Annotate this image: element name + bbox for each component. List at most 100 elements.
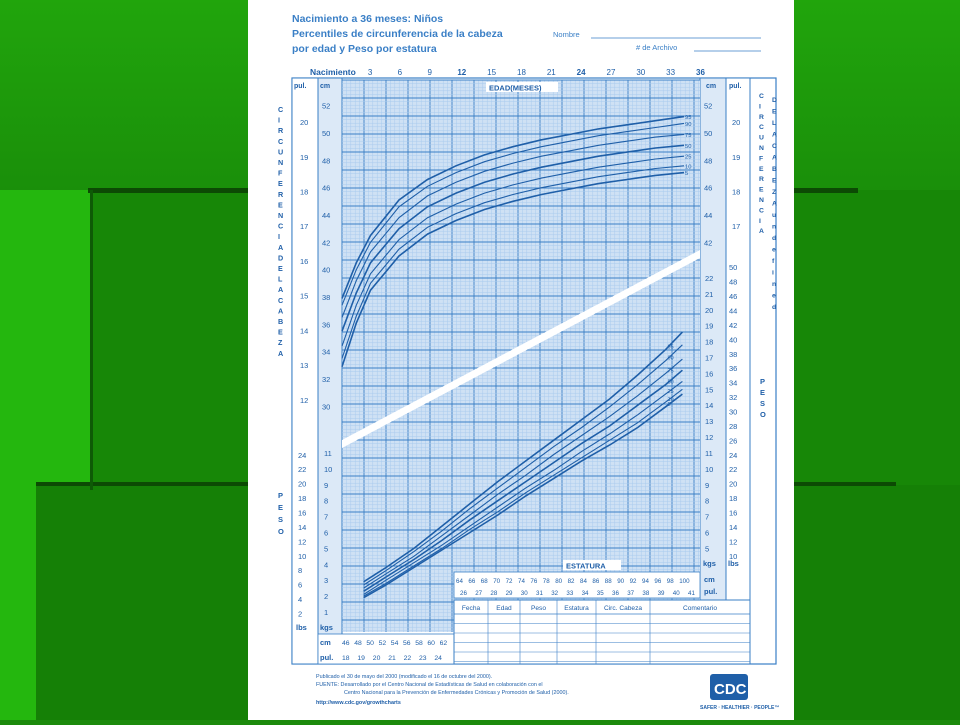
vertical-label-char-right2: A [772,132,777,139]
weight-percentile-label: 25 [668,389,674,395]
right-weight-kg-tick: 11 [705,449,713,458]
footer-line-1: Publicado el 30 de mayo del 2000 (modifi… [316,674,492,680]
vertical-label-char-right2: e [772,247,776,254]
right-weight-lb-tick: 26 [729,436,737,445]
vertical-label-char-left: C [278,105,283,114]
vertical-weight-char-left: E [278,503,283,512]
bottom-in-tick: 23 [419,655,427,662]
right-weight-lb-tick: 18 [729,494,737,503]
vertical-label-char-right2: f [772,258,775,265]
weight-percentile-curve-95 [363,331,683,583]
vertical-weight-char-left: O [278,527,284,536]
title-line-1: Nacimiento a 36 meses: Niños [292,13,443,25]
top-month-tick: 33 [666,68,675,77]
growth-chart-sheet: Nacimiento a 36 meses: Niños Percentiles… [248,0,794,720]
bottom-in-tick: 24 [434,655,442,662]
vertical-label-char-right2: i [772,270,774,277]
head-percentile-curve-95 [341,115,685,299]
stature-cm-tick: 96 [654,578,661,585]
weight-percentile-label: 95 [668,345,674,351]
right-weight-lb-tick: 38 [729,350,737,359]
stature-in-tick: 32 [551,590,558,597]
right-head-inch-tick: 19 [732,153,740,162]
vertical-label-char-right: I [759,218,761,225]
stature-cm-tick: 88 [605,578,612,585]
entry-table-border [453,599,751,665]
right-weight-lb-tick: 28 [729,422,737,431]
head-percentile-curve-50 [341,144,685,332]
left-weight-kg-tick: 5 [324,544,328,553]
top-month-tick: 9 [428,68,433,77]
bottom-cm-tick: 48 [354,640,362,647]
right-head-cm-tick: 50 [704,129,712,138]
vertical-label-char-right2: A [772,201,777,208]
left-weight-lb-tick: 4 [298,595,302,604]
stature-in-tick: 34 [582,590,589,597]
left-weight-kg-tick: 9 [324,481,328,490]
footer-line-2: FUENTE: Desarrollado por el Centro Nacio… [316,682,543,688]
bottom-in-tick: 19 [357,655,365,662]
vertical-label-char-left: L [278,275,283,284]
stature-in-tick: 31 [536,590,543,597]
axis-birth-label: Nacimiento [310,67,356,77]
edad-label-box [486,82,558,92]
left-head-inch-tick: 13 [300,361,308,370]
stature-in-tick: 35 [597,590,604,597]
stature-cm-tick: 90 [617,578,624,585]
top-month-tick: 30 [636,68,645,77]
right-cm-header: cm [706,83,716,90]
vertical-label-char-left: A [278,285,283,294]
right-weight-kg-tick: 14 [705,401,713,410]
vertical-weight-char-right: O [760,410,766,419]
left-head-inch-tick: 14 [300,326,308,335]
vertical-label-char-right2: d [772,235,776,242]
top-month-tick: 3 [368,68,373,77]
head-percentile-label: 75 [685,133,691,139]
vertical-label-char-right2: Z [772,189,776,196]
bottom-ruler [317,633,455,665]
left-weight-lb-tick: 20 [298,480,306,489]
left-weight-lb-tick: 2 [298,609,302,618]
left-weight-lb-tick: 24 [298,451,306,460]
right-weight-kg-tick: 16 [705,369,713,378]
left-weight-kg-tick: 3 [324,576,328,585]
right-in-label: pul. [704,587,717,596]
cdc-logo-text: CDC [714,681,747,698]
vertical-label-char-left: E [278,179,283,188]
growth-chart-svg: Nacimiento a 36 meses: Niños Percentiles… [278,13,779,711]
stature-cm-tick: 74 [518,578,525,585]
left-head-cm-tick: 36 [322,320,330,329]
head-percentile-curve-5 [341,171,685,367]
footer-url: http://www.cdc.gov/growthcharts [316,700,401,706]
head-percentile-curve-75 [341,133,685,318]
left-weight-kg-tick: 10 [324,465,332,474]
entry-table-header: Edad [496,605,512,612]
left-head-cm-tick: 30 [322,402,330,411]
right-weight-kg-tick: 8 [705,497,709,506]
right-head-cm-tick: 46 [704,184,712,193]
vertical-label-char-right2: E [772,178,777,185]
stature-cm-tick: 84 [580,578,587,585]
stature-cm-tick: 100 [679,578,690,585]
vertical-label-char-left: I [278,232,280,241]
vertical-label-char-left: A [278,243,283,252]
right-weight-lb-tick: 50 [729,263,737,272]
entry-table-header: Circ. Cabeza [604,605,642,612]
estatura-label: ESTATURA [566,562,606,571]
cdc-logo [710,674,748,700]
bottom-in-tick: 18 [342,655,350,662]
left-weight-lb-tick: 14 [298,523,306,532]
left-head-inch-tick: 17 [300,222,308,231]
vertical-label-char-right2: D [772,97,777,104]
left-weight-kg-tick: 6 [324,528,328,537]
weight-percentile-curve-75 [363,358,683,589]
weight-for-length-curves: 95 90 75 50 25 105 [363,331,683,599]
name-label: Nombre [553,30,580,39]
right-weight-lb-tick: 36 [729,364,737,373]
vertical-label-char-right: F [759,155,763,162]
bottom-in-tick: 20 [373,655,381,662]
stature-in-tick: 38 [642,590,649,597]
estatura-label-box [563,560,621,570]
left-weight-kg-tick: 1 [324,608,328,617]
